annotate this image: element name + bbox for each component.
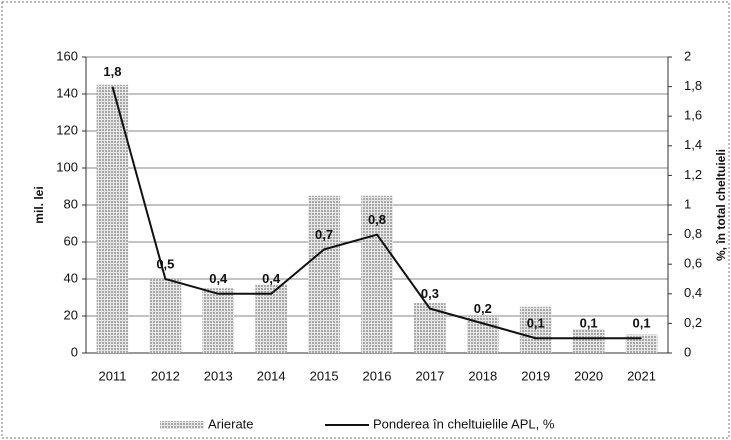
x-tick-label: 2015 (310, 368, 339, 383)
bar (572, 328, 605, 353)
y-axis-title: mil. lei (32, 186, 46, 223)
x-tick-label: 2021 (627, 368, 656, 383)
x-tick-label: 2016 (363, 368, 392, 383)
data-label: 0,4 (262, 271, 281, 286)
legend-label: Arierate (208, 416, 254, 431)
data-label: 0,1 (580, 316, 598, 331)
bar (519, 306, 552, 353)
y-tick-label: 120 (56, 122, 78, 137)
y-tick-label: 20 (64, 307, 78, 322)
x-tick-label: 2019 (521, 368, 550, 383)
y2-tick-label: 1,8 (684, 78, 702, 93)
bar (149, 279, 182, 353)
x-tick-label: 2011 (98, 368, 126, 383)
data-label: 0,4 (209, 271, 228, 286)
bar (361, 195, 393, 353)
y-tick-label: 100 (56, 159, 78, 174)
y2-tick-label: 0,4 (684, 285, 702, 300)
data-label: 0,5 (156, 256, 174, 271)
y-tick-label: 40 (64, 270, 78, 285)
data-label: 0,7 (315, 227, 333, 242)
data-label: 1,8 (103, 64, 121, 79)
y2-tick-label: 1,2 (684, 167, 702, 182)
y2-tick-label: 1,6 (684, 108, 702, 123)
data-label: 0,8 (368, 212, 386, 227)
x-tick-label: 2013 (204, 368, 233, 383)
x-tick-label: 2014 (257, 368, 286, 383)
legend-label: Ponderea în cheltuielile APL, % (373, 416, 555, 431)
y-tick-label: 0 (71, 344, 78, 359)
y-tick-label: 140 (56, 85, 78, 100)
bar (96, 84, 129, 353)
y2-tick-label: 0,6 (684, 256, 702, 271)
data-label: 0,1 (633, 316, 651, 331)
x-tick-label: 2012 (151, 368, 180, 383)
line (111, 86, 642, 340)
y-tick-label: 80 (64, 196, 78, 211)
bar (466, 316, 499, 353)
data-label: 0,1 (527, 316, 545, 331)
y2-tick-label: 2 (684, 48, 691, 63)
y2-tick-label: 0 (684, 344, 691, 359)
y2-tick-label: 0,2 (684, 315, 702, 330)
x-tick-label: 2017 (415, 368, 444, 383)
bar (308, 195, 340, 353)
y2-tick-label: 0,8 (684, 226, 702, 241)
y2-tick-label: 1,4 (684, 137, 702, 152)
y2-axis-title: %, în total cheltuieli (714, 149, 728, 261)
y-tick-label: 60 (64, 233, 78, 248)
bar (202, 288, 235, 353)
data-label: 0,2 (474, 301, 492, 316)
bar (255, 284, 288, 353)
x-tick-label: 2020 (574, 368, 603, 383)
x-tick-label: 2018 (468, 368, 497, 383)
bar (414, 303, 446, 353)
data-label: 0,3 (421, 286, 439, 301)
y-tick-label: 160 (56, 48, 78, 63)
y2-tick-label: 1 (684, 196, 691, 211)
legend-swatch (160, 421, 204, 429)
